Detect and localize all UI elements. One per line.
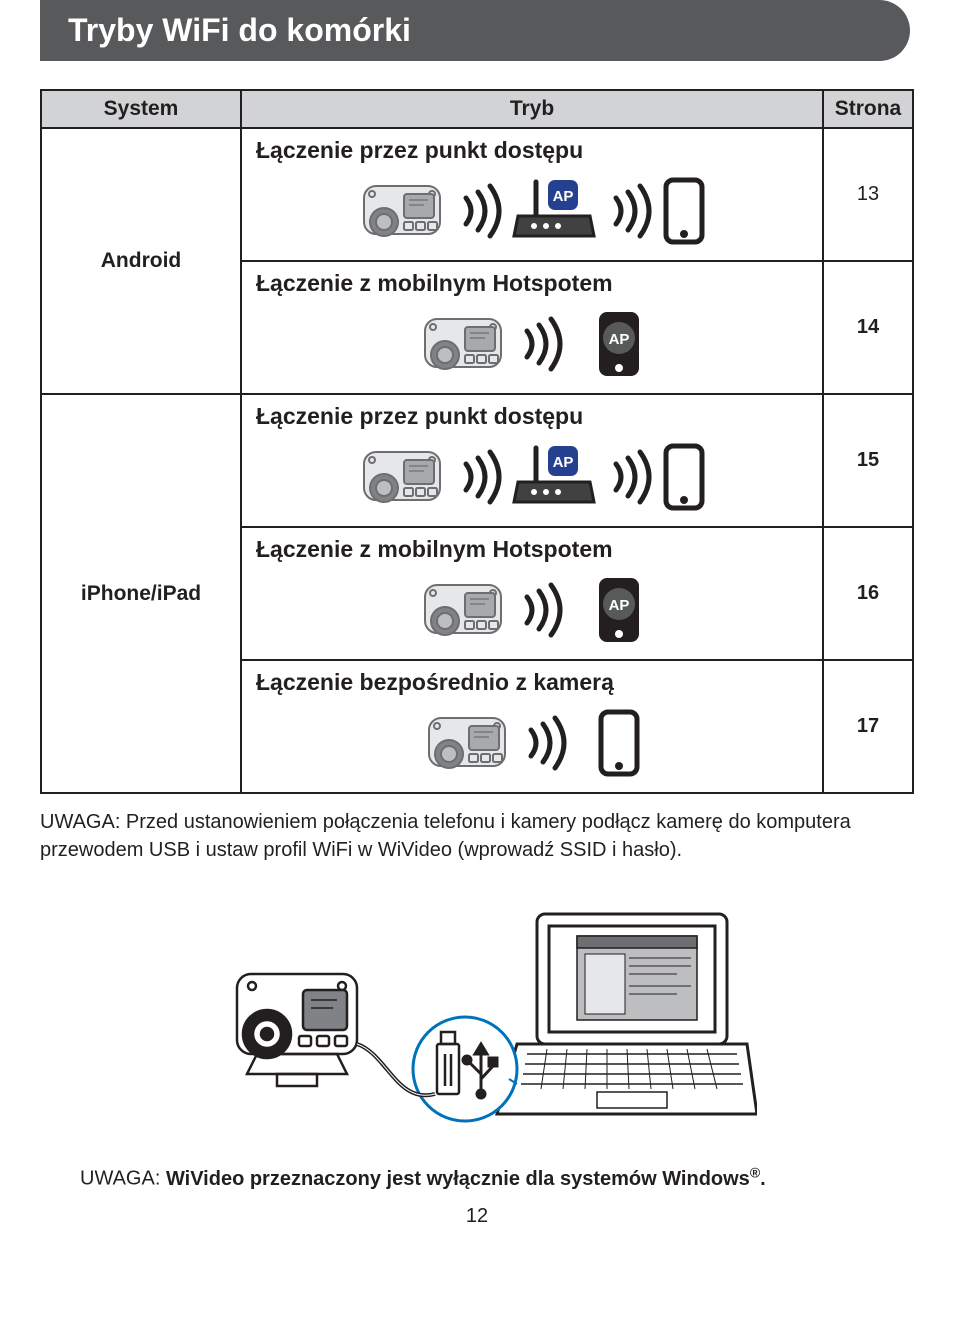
camera-icon <box>423 710 511 776</box>
page-ref: 13 <box>823 128 913 261</box>
svg-text:AP: AP <box>609 331 630 348</box>
table-row: iPhone/iPadŁączenie przez punkt dostępu <box>41 394 913 527</box>
phone-icon <box>597 708 641 778</box>
wifi-waves-icon <box>456 444 502 510</box>
mode-title: Łączenie przez punkt dostępu <box>256 403 808 430</box>
phone-ap-icon: AP <box>593 308 645 380</box>
page-number: 12 <box>40 1205 914 1228</box>
th-page: Strona <box>823 90 913 128</box>
phone-icon <box>662 176 706 246</box>
setup-diagram <box>40 894 914 1134</box>
note-bottom-bold: WiVideo przeznaczony jest wyłącznie dla … <box>166 1168 750 1190</box>
phone-icon <box>662 442 706 512</box>
mode-cell: Łączenie z mobilnym Hotspotem AP <box>241 527 823 660</box>
page-ref: 14 <box>823 261 913 394</box>
mode-cell: Łączenie z mobilnym Hotspotem AP <box>241 261 823 394</box>
mode-cell: Łączenie przez punkt dostępu <box>241 394 823 527</box>
page-ref: 17 <box>823 660 913 793</box>
wifi-waves-icon <box>606 444 652 510</box>
registered-mark: ® <box>750 1164 760 1180</box>
icon-row: AP <box>256 438 808 516</box>
router-icon: AP <box>512 442 596 512</box>
mode-cell: Łączenie przez punkt dostępu <box>241 128 823 261</box>
svg-text:AP: AP <box>609 597 630 614</box>
system-cell: Android <box>41 128 241 394</box>
wifi-waves-icon <box>521 710 567 776</box>
wifi-waves-icon <box>606 178 652 244</box>
wifi-waves-icon <box>456 178 502 244</box>
th-system: System <box>41 90 241 128</box>
note-bottom-prefix: UWAGA: <box>80 1168 166 1190</box>
table-row: AndroidŁączenie przez punkt dostępu <box>41 128 913 261</box>
page-ref: 15 <box>823 394 913 527</box>
banner-title: Tryby WiFi do komórki <box>68 12 411 48</box>
svg-text:AP: AP <box>553 188 574 205</box>
camera-icon <box>358 444 446 510</box>
router-icon: AP <box>512 176 596 246</box>
wifi-waves-icon <box>517 311 563 377</box>
camera-icon <box>419 577 507 643</box>
th-mode: Tryb <box>241 90 823 128</box>
page-ref: 16 <box>823 527 913 660</box>
icon-row: AP <box>256 305 808 383</box>
mode-title: Łączenie przez punkt dostępu <box>256 137 808 164</box>
mode-cell: Łączenie bezpośrednio z kamerą <box>241 660 823 793</box>
camera-icon <box>419 311 507 377</box>
mode-title: Łączenie z mobilnym Hotspotem <box>256 536 808 563</box>
wifi-modes-table: System Tryb Strona AndroidŁączenie przez… <box>40 89 914 794</box>
svg-text:AP: AP <box>553 454 574 471</box>
section-banner: Tryby WiFi do komórki <box>40 0 910 61</box>
mode-title: Łączenie bezpośrednio z kamerą <box>256 669 808 696</box>
note-bottom-suffix: . <box>760 1168 766 1190</box>
phone-ap-icon: AP <box>593 574 645 646</box>
note-bottom: UWAGA: WiVideo przeznaczony jest wyłączn… <box>40 1164 914 1191</box>
icon-row: AP <box>256 571 808 649</box>
icon-row: AP <box>256 172 808 250</box>
camera-icon <box>358 178 446 244</box>
note-top: UWAGA: Przed ustanowieniem połączenia te… <box>40 808 914 864</box>
mode-title: Łączenie z mobilnym Hotspotem <box>256 270 808 297</box>
wifi-waves-icon <box>517 577 563 643</box>
system-cell: iPhone/iPad <box>41 394 241 793</box>
icon-row <box>256 704 808 782</box>
